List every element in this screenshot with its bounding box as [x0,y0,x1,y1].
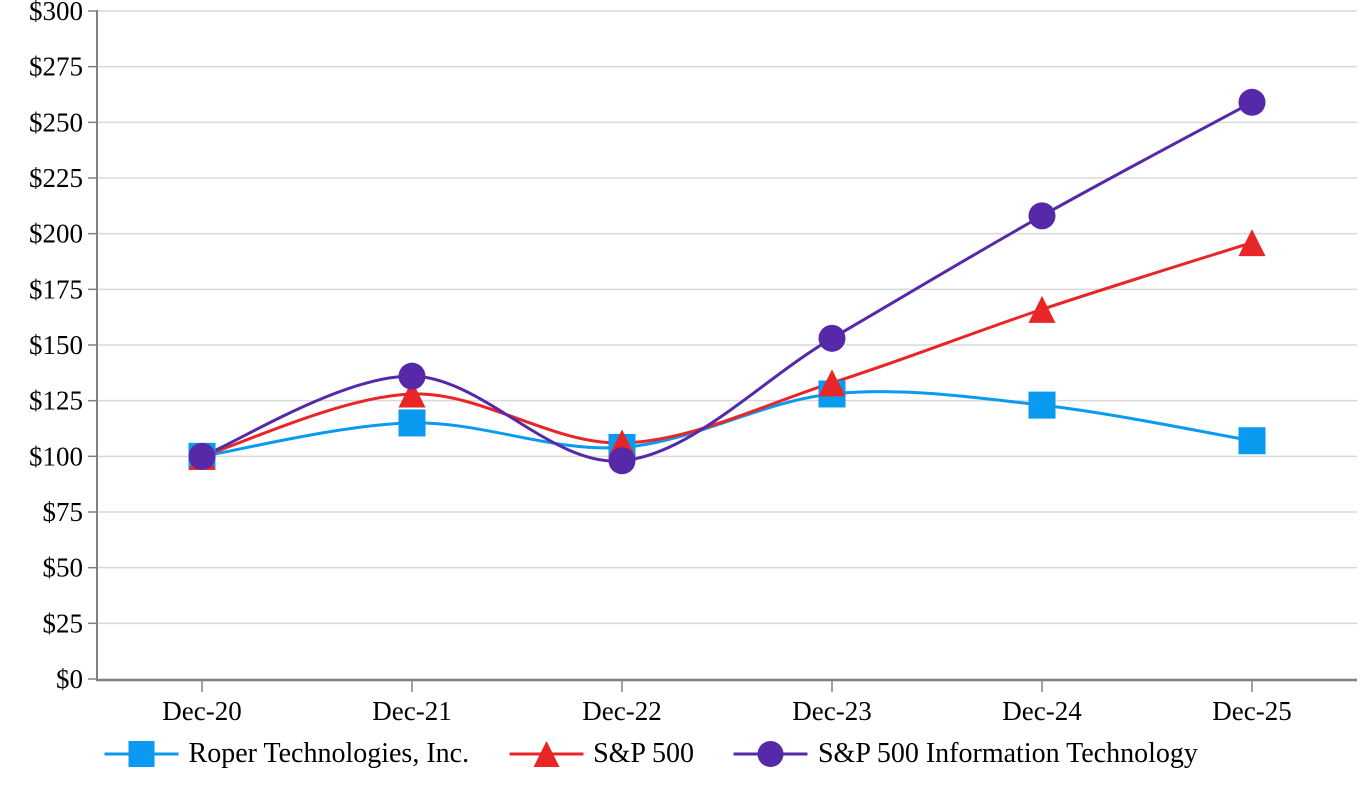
marker-circle-series-2 [188,442,216,470]
marker-triangle-series-1 [1028,295,1056,323]
y-axis-label: $125 [29,386,83,416]
x-axis-label: Dec-20 [162,696,241,726]
y-axis-label: $50 [43,553,84,583]
y-axis-label: $250 [29,107,83,137]
y-axis-label: $100 [29,441,83,471]
chart-legend: Roper Technologies, Inc. S&P 500 S&P 500 I… [104,737,1198,771]
legend-triangle-marker-icon [509,741,584,767]
legend-marker-shape [757,741,784,767]
y-axis-label: $200 [29,219,83,249]
y-axis-label: $300 [29,0,83,26]
legend-circle-marker-icon [733,741,808,767]
legend-item-2: S&P 500 Information Technology [733,737,1198,771]
marker-circle-series-2 [608,447,636,475]
y-axis-label: $75 [43,497,84,527]
marker-circle-series-2 [1238,88,1266,116]
legend-marker-shape [128,741,155,767]
y-axis-label: $150 [29,330,83,360]
marker-triangle-series-1 [1238,229,1266,257]
y-axis-label: $0 [56,664,83,694]
marker-square-series-0 [1238,427,1266,455]
y-axis-label: $25 [43,608,84,638]
marker-circle-series-2 [818,324,846,352]
x-axis-label: Dec-25 [1212,696,1291,726]
legend-label: S&P 500 [593,738,694,769]
legend-item-0: Roper Technologies, Inc. [104,737,470,771]
legend-label: Roper Technologies, Inc. [188,738,470,769]
x-axis-label: Dec-22 [582,696,661,726]
marker-triangle-series-1 [398,380,426,408]
y-axis-label: $225 [29,163,83,193]
marker-circle-series-2 [398,362,426,390]
x-axis-label: Dec-23 [792,696,871,726]
marker-circle-series-2 [1028,202,1056,230]
legend-item-1: S&P 500 [509,737,694,771]
series-line-2 [200,100,1254,463]
y-axis-label: $175 [29,274,83,304]
x-axis-label: Dec-24 [1002,696,1082,726]
marker-triangle-series-1 [818,369,846,397]
y-axis-label: $275 [29,52,83,82]
legend-label: S&P 500 Information Technology [817,738,1198,769]
marker-square-series-0 [398,409,426,437]
x-axis-label: Dec-21 [372,696,451,726]
legend-square-marker-icon [104,741,179,767]
legend-marker-shape [533,741,560,767]
series-line-1 [200,241,1254,458]
marker-square-series-0 [1028,391,1056,419]
